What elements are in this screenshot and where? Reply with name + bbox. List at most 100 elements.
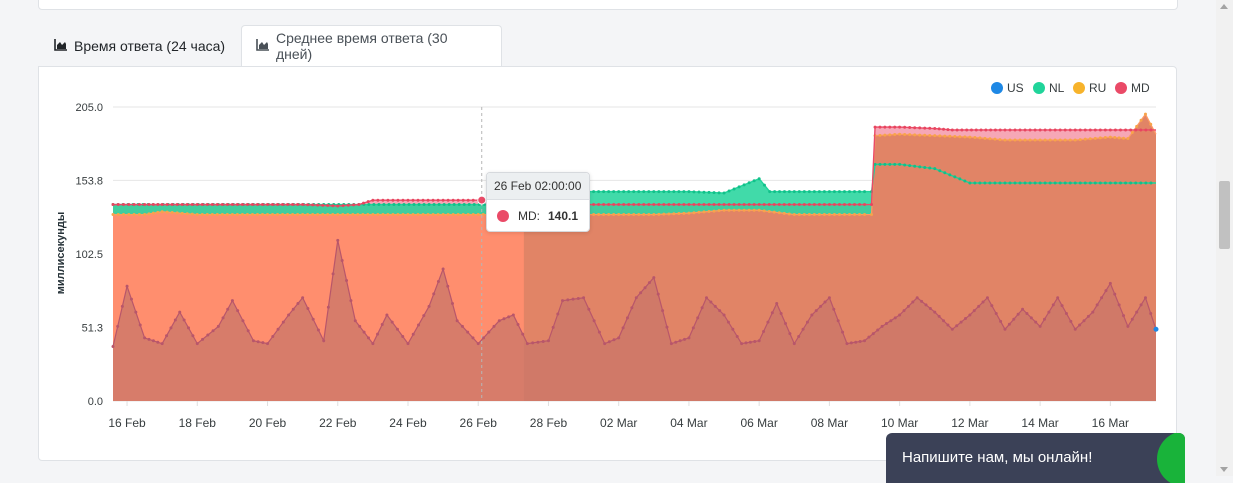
us-point bbox=[625, 316, 629, 320]
us-point bbox=[287, 313, 291, 317]
nl-point bbox=[1118, 181, 1122, 185]
nl-point bbox=[697, 190, 701, 194]
ru-point bbox=[356, 213, 360, 217]
ru-point bbox=[366, 213, 370, 217]
ru-point bbox=[185, 212, 189, 216]
nl-point bbox=[1013, 181, 1017, 185]
md-point bbox=[1008, 128, 1012, 132]
us-point bbox=[863, 339, 867, 343]
scroll-up-arrow-icon[interactable] bbox=[1220, 4, 1228, 9]
ru-point bbox=[923, 133, 927, 137]
nl-point bbox=[717, 191, 721, 195]
scroll-thumb[interactable] bbox=[1219, 181, 1230, 249]
ru-point bbox=[592, 213, 596, 217]
us-point bbox=[779, 312, 783, 316]
ru-point bbox=[722, 208, 726, 212]
nl-point bbox=[933, 167, 937, 171]
nl-point bbox=[1129, 181, 1133, 185]
ru-point bbox=[143, 213, 147, 217]
md-point bbox=[296, 203, 300, 207]
ru-point bbox=[1088, 137, 1092, 141]
md-point bbox=[276, 203, 280, 207]
us-area bbox=[113, 240, 1156, 401]
ru-point bbox=[913, 133, 917, 137]
ru-point bbox=[336, 213, 340, 217]
nl-point bbox=[652, 190, 656, 194]
us-point bbox=[556, 312, 560, 316]
ru-point bbox=[461, 213, 465, 217]
ru-point bbox=[958, 135, 962, 139]
us-point bbox=[801, 327, 805, 331]
ru-point bbox=[346, 213, 350, 217]
ru-point bbox=[411, 213, 415, 217]
us-point bbox=[201, 337, 205, 341]
scroll-down-arrow-icon[interactable] bbox=[1220, 467, 1228, 472]
md-point bbox=[782, 203, 786, 207]
nl-point bbox=[898, 162, 902, 166]
us-point bbox=[576, 296, 580, 300]
nl-point bbox=[938, 169, 942, 173]
ru-point bbox=[250, 213, 254, 217]
nl-point bbox=[958, 177, 962, 181]
nl-point bbox=[592, 190, 596, 194]
ru-point bbox=[782, 211, 786, 215]
us-point bbox=[411, 332, 415, 336]
us-point bbox=[665, 325, 669, 329]
us-point bbox=[823, 300, 827, 304]
ru-point bbox=[672, 212, 676, 216]
md-point bbox=[993, 128, 997, 132]
ru-point bbox=[291, 213, 295, 217]
tab-response-time-24h[interactable]: Время ответа (24 часа) bbox=[40, 25, 240, 66]
us-point bbox=[950, 327, 954, 331]
us-point bbox=[326, 305, 330, 309]
nl-point bbox=[983, 181, 987, 185]
ru-point bbox=[657, 212, 661, 216]
ru-point bbox=[381, 213, 385, 217]
ru-point bbox=[1008, 138, 1012, 142]
nl-point bbox=[822, 190, 826, 194]
us-point bbox=[296, 301, 300, 305]
ru-point bbox=[156, 210, 160, 214]
ru-point bbox=[973, 136, 977, 140]
ru-point bbox=[938, 134, 942, 138]
md-point bbox=[1103, 128, 1107, 132]
md-point bbox=[1139, 128, 1143, 132]
md-point bbox=[852, 203, 856, 207]
md-point bbox=[205, 203, 209, 207]
us-point bbox=[652, 276, 656, 280]
nl-point bbox=[467, 203, 471, 207]
md-point bbox=[261, 203, 265, 207]
ru-point bbox=[682, 211, 686, 215]
nl-point bbox=[963, 179, 967, 183]
us-point bbox=[362, 330, 366, 334]
md-point bbox=[376, 198, 380, 202]
us-point bbox=[757, 339, 761, 343]
md-point bbox=[1063, 128, 1067, 132]
us-point bbox=[271, 334, 275, 338]
us-point bbox=[753, 339, 757, 343]
ru-point bbox=[667, 212, 671, 216]
ru-point bbox=[1103, 136, 1107, 140]
us-point bbox=[845, 342, 849, 346]
us-point bbox=[476, 342, 480, 346]
tab-label: Среднее время ответа (30 дней) bbox=[276, 30, 448, 62]
chat-widget-button[interactable]: Напишите нам, мы онлайн! bbox=[886, 433, 1185, 483]
nl-point bbox=[1124, 181, 1128, 185]
us-point bbox=[744, 341, 748, 345]
page-scrollbar[interactable] bbox=[1216, 0, 1233, 476]
us-point bbox=[1007, 322, 1011, 326]
us-point bbox=[138, 323, 142, 327]
us-point bbox=[256, 340, 260, 344]
us-point bbox=[656, 292, 660, 296]
md-point bbox=[336, 204, 340, 208]
md-point bbox=[974, 128, 978, 132]
tab-avg-response-time-30d[interactable]: Среднее время ответа (30 дней) bbox=[241, 25, 502, 67]
us-point bbox=[587, 307, 591, 311]
us-point bbox=[617, 336, 621, 340]
us-point bbox=[390, 320, 394, 324]
ru-point bbox=[165, 210, 169, 214]
nl-point bbox=[1103, 181, 1107, 185]
nl-point bbox=[978, 181, 982, 185]
md-point bbox=[1068, 128, 1072, 132]
